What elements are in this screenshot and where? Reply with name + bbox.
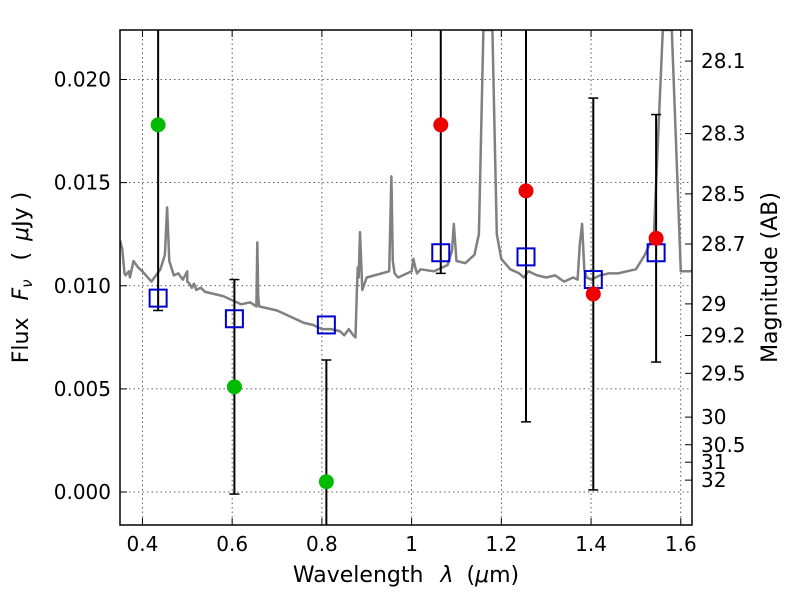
y2-tick-label: 30.5 — [701, 433, 746, 457]
y-axis-label-unit-rest: Jy ) — [9, 192, 34, 229]
y-axis-label-text: Flux — [9, 318, 34, 364]
y-axis-label-unit-open: ( — [9, 252, 34, 261]
x-tick-label: 0.6 — [216, 532, 248, 556]
y-axis-label: Flux Fν ( μJy ) — [9, 192, 38, 363]
y2-tick-label: 32 — [701, 468, 726, 492]
model-photometry-marker — [516, 247, 536, 267]
model-photometry-marker — [431, 243, 451, 263]
y2-axis-label: Magnitude (AB) — [758, 192, 783, 363]
y-tick-label: 0.010 — [54, 274, 111, 298]
y-axis-label-unit-mu: μ — [9, 227, 34, 242]
y-tick-label: 0.020 — [54, 68, 111, 92]
detection-marker — [585, 286, 601, 302]
y2-tick-label: 28.7 — [701, 232, 746, 256]
model-spectrum-line — [120, 30, 692, 339]
x-tick-label: 1.4 — [575, 532, 607, 556]
axis-ticks: 0.4 0.6 0.8 1 1.2 1.4 1.6 0.000 0.005 0.010 0.015 0… — [54, 30, 746, 556]
x-axis-label-text: Wavelength — [293, 563, 424, 588]
y2-tick-label: 28.3 — [701, 122, 746, 146]
y2-tick-label: 28.1 — [701, 49, 746, 73]
y2-tick-label: 31 — [701, 450, 726, 474]
x-axis-label-unit-mu: μ — [474, 563, 489, 588]
x-tick-label: 0.8 — [306, 532, 338, 556]
x-tick-label: 1.2 — [485, 532, 517, 556]
x-axis-label-unit-open: ( — [466, 563, 475, 588]
detection-marker — [433, 117, 449, 133]
grid-lines — [120, 30, 692, 525]
y2-tick-label: 29.2 — [701, 324, 746, 348]
x-axis-label-unit-rest: m) — [489, 563, 519, 588]
error-bars — [153, 30, 662, 525]
nondetection-marker — [150, 117, 166, 133]
y-tick-label: 0.015 — [54, 171, 111, 195]
model-photometry-marker — [148, 288, 168, 308]
y2-tick-label: 29 — [701, 292, 726, 316]
model-photometry-marker — [316, 315, 336, 335]
y-tick-label: 0.000 — [54, 480, 111, 504]
model-spectrum-series — [120, 30, 692, 339]
y2-tick-label: 30 — [701, 405, 726, 429]
x-axis-label: Wavelength λ (μm) — [293, 563, 519, 588]
nondetection-marker — [318, 474, 334, 490]
detection-marker — [518, 183, 534, 199]
x-tick-label: 1.6 — [665, 532, 697, 556]
detection-marker — [648, 230, 664, 246]
model-photometry-marker — [224, 309, 244, 329]
x-tick-label: 0.4 — [127, 532, 159, 556]
x-tick-label: 1 — [405, 532, 418, 556]
plot-frame — [119, 29, 693, 526]
y-axis-label-F: F — [9, 288, 34, 301]
y2-tick-label: 28.5 — [701, 182, 746, 206]
x-axis-label-lambda: λ — [439, 563, 453, 588]
y2-tick-label: 29.5 — [701, 361, 746, 385]
nondetection-marker — [226, 379, 242, 395]
y-axis-label-nu: ν — [18, 279, 36, 287]
data-points — [148, 117, 666, 490]
y-tick-label: 0.005 — [54, 377, 111, 401]
